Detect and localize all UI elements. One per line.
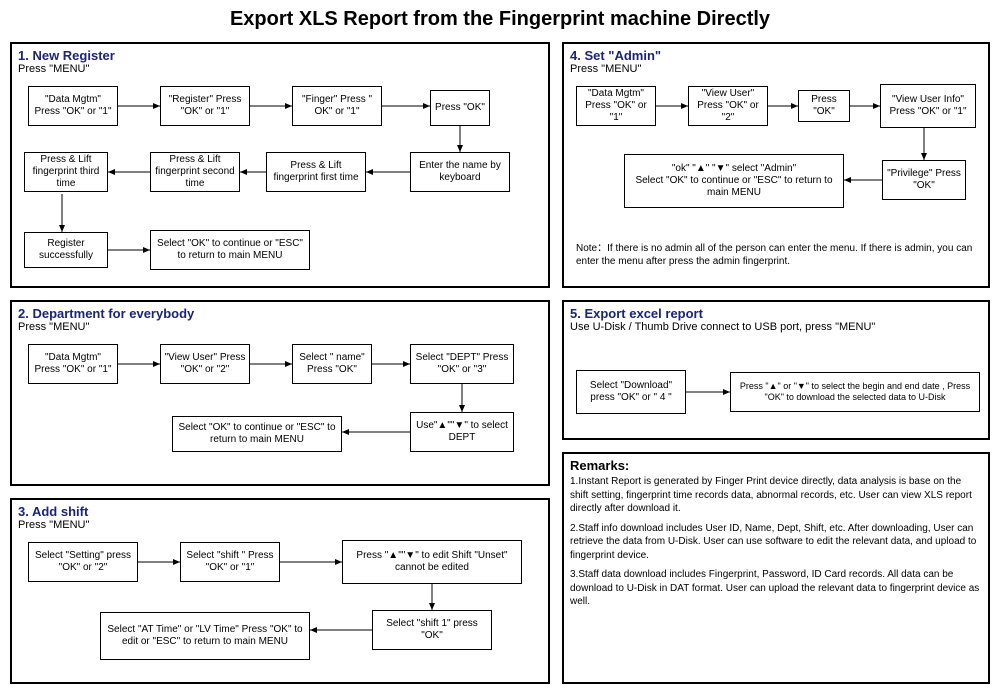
p3-node-shift: Select "shift " Press "OK" or "1" <box>180 542 280 582</box>
panel-department: 2. Department for everybody Press "MENU"… <box>10 300 550 486</box>
p4-note: Note：If there is no admin all of the per… <box>572 240 984 270</box>
remark-3: 3.Staff data download includes Fingerpri… <box>570 568 982 609</box>
p4-node-select-admin: "ok" "▲" "▼" select "Admin" Select "OK" … <box>624 154 844 208</box>
p1-node-finger: "Finger" Press " OK" or "1" <box>292 86 382 126</box>
p2-node-arrows-dept: Use"▲""▼" to select DEPT <box>410 412 514 452</box>
panel-set-admin: 4. Set "Admin" Press "MENU" "Data Mgtm" … <box>562 42 990 288</box>
page-title: Export XLS Report from the Fingerprint m… <box>0 0 1000 35</box>
p2-node-continue: Select "OK" to continue or "ESC" to retu… <box>172 416 342 452</box>
p4-node-view-user: "View User" Press "OK" or "2" <box>688 86 768 126</box>
panel4-sub: Press "MENU" <box>564 63 988 77</box>
remarks-body: 1.Instant Report is generated by Finger … <box>564 475 988 609</box>
p4-node-data-mgtm: "Data Mgtm" Press "OK" or "1" <box>576 86 656 126</box>
remarks-title: Remarks: <box>564 454 988 475</box>
panel5-sub: Use U-Disk / Thumb Drive connect to USB … <box>564 321 988 335</box>
p1-node-continue: Select "OK" to continue or "ESC" to retu… <box>150 230 310 270</box>
p1-node-press-ok: Press "OK" <box>430 90 490 126</box>
p2-node-data-mgtm: "Data Mgtm" Press "OK" or "1" <box>28 344 118 384</box>
panel-new-register: 1. New Register Press "MENU" "Data Mgtm"… <box>10 42 550 288</box>
p1-node-register-ok: Register successfully <box>24 232 108 268</box>
p5-node-select-date: Press "▲" or "▼" to select the begin and… <box>730 372 980 412</box>
panel-remarks: Remarks: 1.Instant Report is generated b… <box>562 452 990 684</box>
panel5-title: 5. Export excel report <box>564 302 988 321</box>
p1-node-enter-name: Enter the name by keyboard <box>410 152 510 192</box>
remark-1: 1.Instant Report is generated by Finger … <box>570 475 982 516</box>
panel3-sub: Press "MENU" <box>12 519 548 533</box>
p3-node-at-lv: Select "AT Time" or "LV Time" Press "OK"… <box>100 612 310 660</box>
p4-node-press-ok: Press "OK" <box>798 90 850 122</box>
p2-node-select-name: Select " name" Press "OK" <box>292 344 372 384</box>
panel-add-shift: 3. Add shift Press "MENU" Select "Settin… <box>10 498 550 684</box>
p3-node-edit-shift: Press "▲""▼" to edit Shift "Unset" canno… <box>342 540 522 584</box>
p5-node-download: Select "Download" press "OK" or " 4 " <box>576 370 686 414</box>
p4-node-privilege: "Privilege" Press "OK" <box>882 160 966 200</box>
panel1-sub: Press "MENU" <box>12 63 548 77</box>
panel2-sub: Press "MENU" <box>12 321 548 335</box>
p4-node-view-user-info: "View User Info" Press "OK" or "1" <box>880 84 976 128</box>
panel1-title: 1. New Register <box>12 44 548 63</box>
panel3-title: 3. Add shift <box>12 500 548 519</box>
p1-node-fp1: Press & Lift fingerprint first time <box>266 152 366 192</box>
p1-node-fp2: Press & Lift fingerprint second time <box>150 152 240 192</box>
panel4-title: 4. Set "Admin" <box>564 44 988 63</box>
p3-node-setting: Select "Setting" press "OK" or "2" <box>28 542 138 582</box>
panel-export-excel: 5. Export excel report Use U-Disk / Thum… <box>562 300 990 440</box>
p3-node-shift1: Select "shift 1" press "OK" <box>372 610 492 650</box>
p2-node-view-user: "View User" Press "OK" or "2" <box>160 344 250 384</box>
remark-2: 2.Staff info download includes User ID, … <box>570 522 982 563</box>
p1-node-data-mgtm: "Data Mgtm" Press "OK" or "1" <box>28 86 118 126</box>
p1-node-fp3: Press & Lift fingerprint third time <box>24 152 108 192</box>
p2-node-select-dept: Select "DEPT" Press "OK" or "3" <box>410 344 514 384</box>
panel2-title: 2. Department for everybody <box>12 302 548 321</box>
p1-node-register: "Register" Press "OK" or "1" <box>160 86 250 126</box>
